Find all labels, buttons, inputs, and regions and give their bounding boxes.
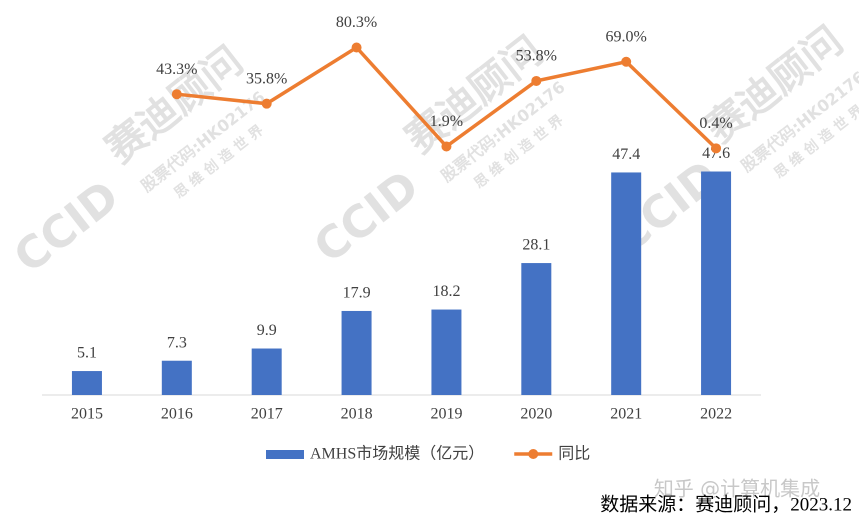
line-marker: [711, 143, 722, 154]
bar: [341, 310, 372, 395]
label-bg: [518, 236, 555, 257]
x-tick-label: 2022: [700, 406, 732, 423]
data-label: 17.9: [343, 285, 371, 302]
label-bg: [338, 283, 375, 304]
line-marker: [441, 141, 452, 152]
legend-swatch: [528, 449, 539, 459]
data-label: 53.8%: [516, 48, 557, 65]
x-tick-label: 2020: [520, 406, 552, 423]
x-tick-label: 2019: [430, 406, 462, 423]
label-bg: [428, 282, 465, 303]
data-label: 9.9: [257, 322, 277, 339]
bar: [71, 371, 102, 395]
bar: [521, 263, 552, 395]
line-marker: [171, 89, 182, 100]
label-bg: [158, 333, 195, 354]
line-marker: [261, 98, 272, 109]
data-label: 47.4: [612, 146, 640, 163]
watermark-logo: CCID: [5, 171, 129, 284]
data-label: 1.9%: [430, 113, 463, 130]
data-label: 18.2: [432, 283, 460, 300]
label-bg: [68, 344, 105, 365]
data-label: 69.0%: [606, 28, 647, 45]
watermark-logo: CCID: [305, 161, 429, 274]
data-label: 5.1: [77, 345, 97, 362]
bar: [701, 171, 732, 395]
bar: [161, 360, 192, 395]
label-bg: [698, 144, 735, 165]
data-label: 80.3%: [336, 14, 377, 31]
legend-swatch: [266, 450, 304, 459]
legend-label: 同比: [558, 445, 590, 463]
source: 数据来源：赛迪顾问，2023.12: [600, 493, 852, 515]
bar: [251, 348, 282, 395]
x-tick-label: 2017: [251, 406, 283, 423]
legend-label: AMHS市场规模（亿元）: [310, 445, 484, 463]
x-tick-label: 2021: [610, 406, 642, 423]
x-tick-label: 2018: [341, 406, 373, 423]
label-bg: [608, 145, 645, 166]
label-bg: [248, 321, 285, 342]
data-label: 43.3%: [156, 61, 197, 78]
line-marker: [621, 56, 632, 67]
data-label: 0.4%: [699, 115, 732, 132]
data-label: 35.8%: [246, 70, 287, 87]
credit: 知乎 @计算机集成: [654, 477, 820, 501]
data-label: 47.6: [702, 145, 730, 162]
line-marker: [531, 75, 542, 86]
data-label: 7.3: [167, 334, 187, 351]
data-label: 28.1: [522, 237, 550, 254]
bar: [431, 309, 462, 395]
x-tick-label: 2016: [161, 406, 193, 423]
bar: [611, 172, 642, 395]
x-tick-label: 2015: [71, 406, 103, 423]
line-marker: [351, 42, 362, 53]
